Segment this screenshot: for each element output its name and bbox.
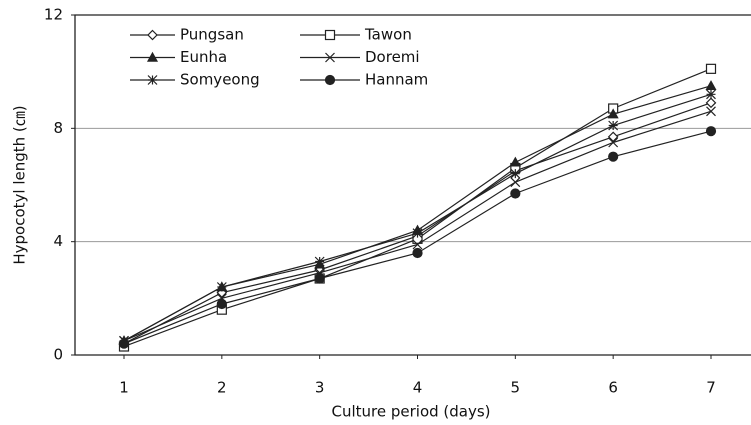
marker-shape: [607, 108, 619, 119]
y-tick-label: 0: [53, 346, 63, 364]
marker-shape: [608, 137, 619, 148]
x-tick-label: 2: [217, 379, 227, 397]
marker-shape: [510, 168, 521, 179]
x-tick-label: 4: [413, 379, 423, 397]
marker: [608, 120, 619, 131]
marker-shape: [706, 89, 716, 100]
marker-shape: [510, 177, 521, 188]
series-line: [123, 93, 712, 342]
marker-shape: [412, 239, 423, 250]
marker: [607, 131, 619, 143]
marker: [216, 298, 227, 310]
marker: [706, 89, 716, 100]
marker: [314, 256, 325, 267]
marker-shape: [607, 131, 619, 143]
marker: [146, 51, 159, 62]
marker: [705, 63, 717, 74]
series-line: [123, 68, 712, 348]
plot-frame: [74, 14, 751, 356]
marker: [705, 126, 717, 137]
legend-label: Pungsan: [180, 26, 244, 44]
legend-label: Tawon: [364, 26, 412, 44]
marker-shape: [510, 188, 521, 199]
marker: [147, 75, 158, 85]
marker: [608, 137, 619, 148]
x-tick-label: 7: [706, 379, 716, 397]
marker-shape: [705, 63, 717, 74]
marker-shape: [705, 80, 717, 91]
marker-shape: [314, 256, 325, 267]
marker: [607, 108, 619, 119]
legend-label: Eunha: [180, 48, 227, 66]
y-tick-label: 12: [44, 6, 63, 24]
marker-shape: [705, 126, 717, 137]
marker: [510, 188, 521, 199]
legend-label: Doremi: [365, 48, 420, 66]
x-tick-label: 5: [511, 379, 521, 397]
marker-shape: [608, 120, 619, 131]
marker: [412, 247, 423, 259]
marker: [412, 228, 423, 239]
marker-shape: [608, 151, 619, 162]
marker: [510, 177, 521, 188]
marker-shape: [147, 75, 158, 85]
marker: [314, 273, 325, 284]
marker-shape: [324, 74, 336, 86]
marker-shape: [147, 29, 158, 41]
marker-shape: [705, 97, 717, 109]
marker: [118, 338, 130, 349]
marker: [705, 80, 717, 91]
marker-shape: [314, 273, 325, 284]
marker-shape: [324, 29, 336, 41]
x-tick-label: 1: [119, 379, 129, 397]
x-tick-label: 6: [608, 379, 618, 397]
y-tick-label: 8: [53, 119, 63, 137]
legend-label: Somyeong: [180, 71, 260, 89]
marker-shape: [216, 282, 227, 292]
marker: [509, 156, 521, 167]
marker: [510, 168, 521, 179]
marker: [216, 282, 227, 292]
x-axis-title: Culture period (days): [331, 403, 490, 421]
marker-shape: [146, 51, 159, 62]
marker-shape: [325, 52, 335, 63]
x-tick-label: 3: [315, 379, 325, 397]
marker-shape: [216, 298, 227, 310]
marker-shape: [509, 156, 521, 167]
marker: [147, 29, 158, 41]
marker-shape: [412, 247, 423, 259]
marker-shape: [118, 338, 130, 349]
marker: [412, 239, 423, 250]
y-axis-title: Hypocotyl length (㎝): [11, 105, 29, 264]
marker: [706, 106, 716, 117]
marker-shape: [412, 228, 423, 239]
marker: [608, 151, 619, 162]
marker: [705, 97, 717, 109]
marker: [324, 29, 336, 41]
marker: [324, 74, 336, 86]
y-tick-label: 4: [53, 232, 63, 250]
legend-label: Hannam: [365, 71, 428, 89]
marker-shape: [706, 106, 716, 117]
marker: [325, 52, 335, 63]
